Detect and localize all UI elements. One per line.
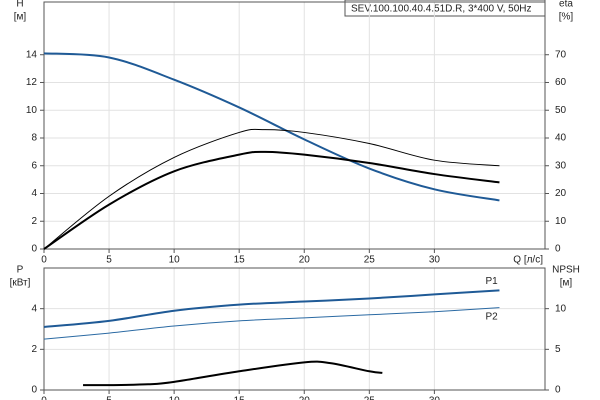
header: SEV.100.100.40.4.51D.R, 3*400 V, 50Hz	[351, 4, 532, 15]
y2-tick-label: 30	[555, 160, 567, 171]
x-tick-label: 10	[169, 255, 181, 266]
y2-tick-label: 5	[555, 344, 561, 355]
y2-tick-label: 70	[555, 49, 567, 60]
y-axis-label: P	[17, 265, 24, 276]
x-tick-label: 30	[429, 255, 441, 266]
x-tick-label: 15	[234, 255, 246, 266]
y-tick-label: 0	[31, 244, 37, 255]
y-axis-label: H	[16, 0, 23, 10]
y-axis-unit: [м]	[14, 12, 27, 23]
x-axis-label: Q [л/с]	[513, 255, 543, 266]
y2-axis-label: eta	[559, 0, 573, 10]
series-line	[43, 289, 500, 328]
series-line	[43, 150, 500, 250]
y2-tick-label: 60	[555, 77, 567, 88]
x-tick-label: 0	[41, 255, 47, 266]
series-line	[43, 52, 500, 202]
series-line	[43, 128, 500, 250]
y2-tick-label: 0	[555, 385, 561, 396]
y2-tick-label: 20	[555, 188, 567, 199]
y2-tick-label: 10	[555, 216, 567, 227]
y-tick-label: 0	[31, 385, 37, 396]
y2-axis-label: NPSH	[552, 265, 580, 276]
series-line	[43, 307, 500, 340]
series-label: P2	[485, 311, 498, 322]
x-tick-label: 25	[364, 396, 376, 400]
x-tick-label: 5	[106, 396, 112, 400]
plot-frame	[43, 267, 546, 391]
x-tick-label: 10	[169, 396, 181, 400]
x-tick-label: 0	[41, 396, 47, 400]
y2-tick-label: 10	[555, 303, 567, 314]
y2-tick-label: 50	[555, 105, 567, 116]
y-tick-label: 10	[26, 105, 38, 116]
y2-axis-unit: [%]	[559, 12, 574, 23]
y-tick-label: 12	[26, 77, 38, 88]
y-tick-label: 4	[31, 303, 37, 314]
x-tick-label: 30	[429, 396, 441, 400]
x-tick-label: 20	[299, 396, 311, 400]
y2-tick-label: 40	[555, 133, 567, 144]
y2-tick-label: 0	[555, 244, 561, 255]
x-tick-label: 5	[106, 255, 112, 266]
series-line	[83, 360, 383, 387]
y-axis-unit: [кВт]	[10, 278, 31, 289]
y-tick-label: 14	[26, 49, 38, 60]
y-tick-label: 8	[31, 133, 37, 144]
y-tick-label: 2	[31, 344, 37, 355]
x-tick-label: 25	[364, 255, 376, 266]
y2-axis-unit: [м]	[560, 278, 573, 289]
plot-frame	[43, 1, 546, 250]
series-label: P1	[485, 276, 498, 287]
y-tick-label: 2	[31, 216, 37, 227]
y-tick-label: 4	[31, 188, 37, 199]
y-tick-label: 6	[31, 160, 37, 171]
x-tick-label: 15	[234, 396, 246, 400]
x-tick-label: 20	[299, 255, 311, 266]
